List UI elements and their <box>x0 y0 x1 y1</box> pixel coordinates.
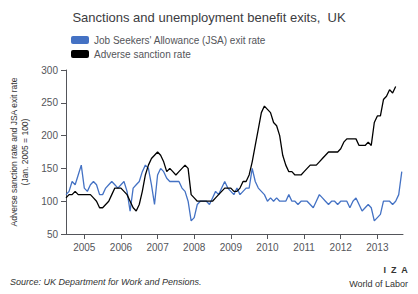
svg-text:2007: 2007 <box>146 242 169 253</box>
svg-text:Job Seekers' Allowance (JSA) e: Job Seekers' Allowance (JSA) exit rate <box>94 35 266 46</box>
svg-text:2008: 2008 <box>183 242 206 253</box>
svg-text:Adverse sanction rate: Adverse sanction rate <box>94 49 191 60</box>
svg-text:Sanctions and unemployment ben: Sanctions and unemployment benefit exits… <box>72 10 345 25</box>
svg-text:250: 250 <box>41 97 58 108</box>
svg-text:2011: 2011 <box>293 242 315 253</box>
svg-text:200: 200 <box>41 130 58 141</box>
svg-text:(Jan. 2005 = 100): (Jan. 2005 = 100) <box>20 118 30 185</box>
svg-text:2013: 2013 <box>366 242 389 253</box>
svg-text:World of Labor: World of Labor <box>349 279 408 289</box>
svg-text:300: 300 <box>41 65 58 76</box>
svg-text:2010: 2010 <box>256 242 279 253</box>
svg-text:2005: 2005 <box>73 242 96 253</box>
svg-text:150: 150 <box>41 163 58 174</box>
svg-text:I Z A: I Z A <box>384 265 409 275</box>
svg-text:100: 100 <box>41 196 58 207</box>
svg-text:Adverse sanction rate and JSA: Adverse sanction rate and JSA exit rate <box>9 77 19 226</box>
svg-text:Source: UK Department for Work: Source: UK Department for Work and Pensi… <box>10 277 202 287</box>
svg-text:2006: 2006 <box>110 242 133 253</box>
svg-text:2012: 2012 <box>330 242 353 253</box>
svg-text:2009: 2009 <box>220 242 243 253</box>
svg-text:50: 50 <box>47 229 59 240</box>
